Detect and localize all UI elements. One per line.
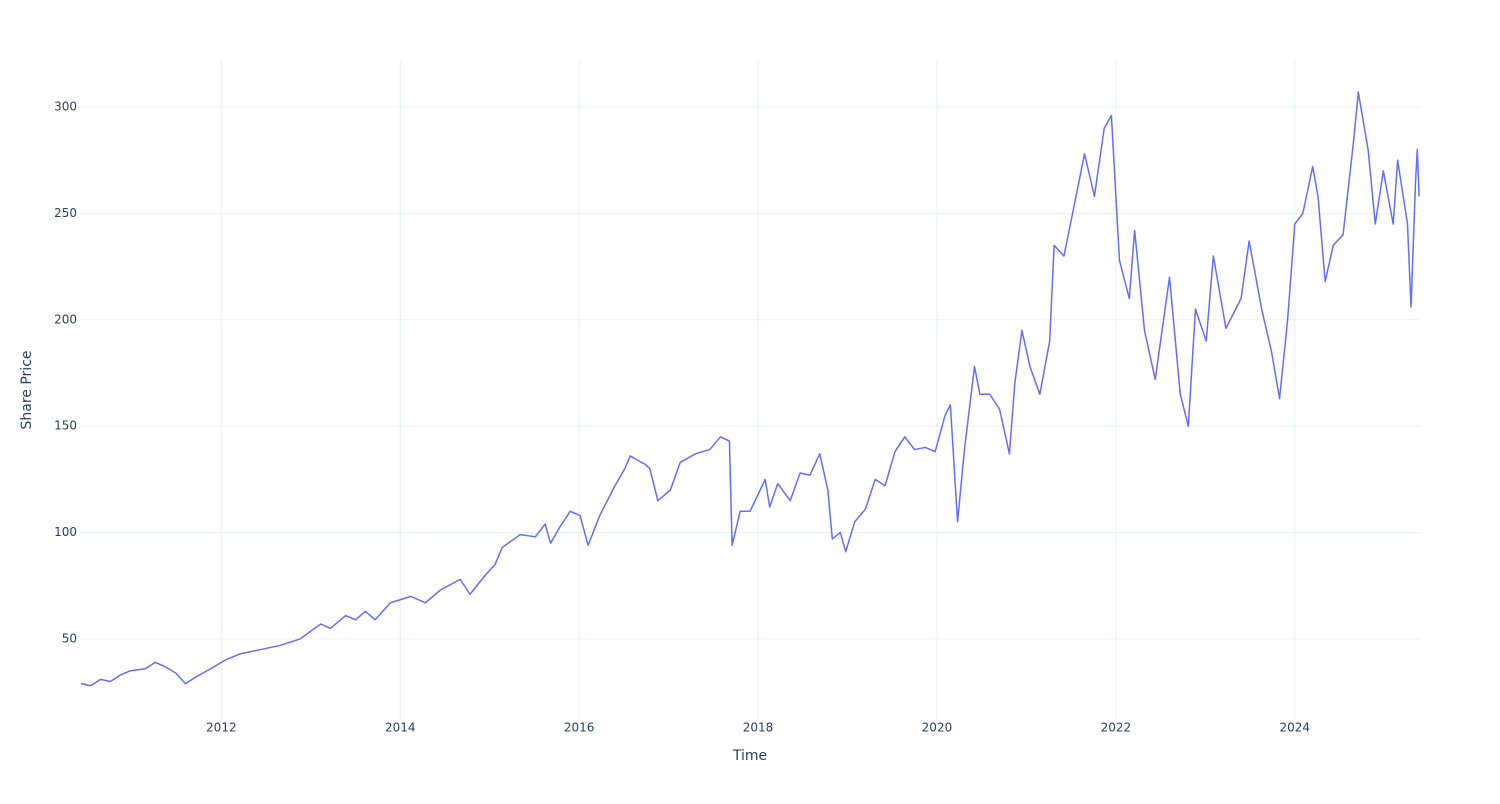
x-tick-label: 2012 (206, 721, 237, 735)
x-tick-label: 2014 (385, 721, 416, 735)
y-tick-label: 150 (54, 419, 77, 433)
y-tick-label: 100 (54, 525, 77, 539)
x-tick-label: 2018 (743, 721, 774, 735)
price-line (80, 91, 1420, 687)
x-tick-label: 2020 (922, 721, 953, 735)
x-tick-label: 2022 (1101, 721, 1132, 735)
y-tick-label: 50 (62, 631, 77, 645)
y-tick-label: 200 (54, 312, 77, 326)
x-tick-label: 2016 (564, 721, 595, 735)
y-axis-title: Share Price (19, 350, 35, 429)
x-axis-title: Time (732, 748, 767, 764)
y-tick-label: 300 (54, 100, 77, 114)
x-tick-label: 2024 (1279, 721, 1310, 735)
y-tick-label: 250 (54, 206, 77, 220)
